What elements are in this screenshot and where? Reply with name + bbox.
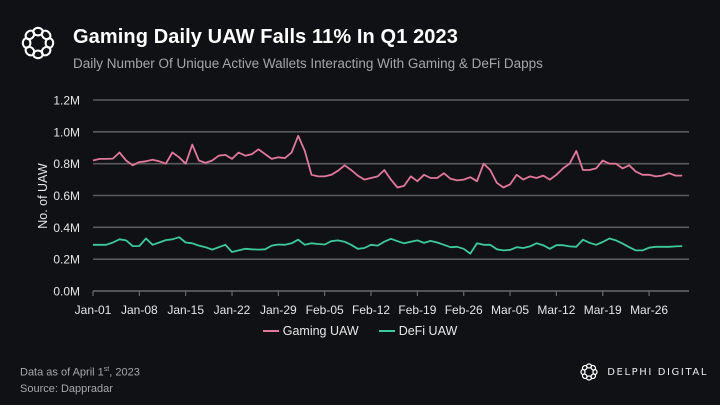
y-axis-ticks: 0.0M 0.2M 0.4M 0.6M 0.8M 1.0M 1.2M (53, 94, 80, 299)
legend-item-defi[interactable]: DeFi UAW (378, 324, 458, 338)
x-axis: Jan-01 Jan-08 Jan-15 Jan-22 Jan-29 Feb-05 Feb-… (75, 290, 689, 317)
x-tick-label: Jan-01 (75, 303, 112, 317)
legend-item-gaming[interactable]: Gaming UAW (262, 324, 359, 338)
series-lines (92, 134, 683, 255)
y-tick-label: 0.0M (53, 285, 80, 299)
x-tick-label: Jan-22 (214, 303, 251, 317)
defi-swatch (378, 330, 395, 332)
x-tick-label: Jan-15 (167, 303, 204, 317)
x-tick-label: Mar-12 (537, 303, 575, 317)
brand-logo: DELPHI DIGITAL (579, 362, 708, 382)
x-tick-label: Feb-05 (306, 303, 344, 317)
x-tick-label: Mar-26 (630, 303, 668, 317)
y-tick-label: 1.0M (53, 125, 80, 139)
legend-label-defi: DeFi UAW (398, 324, 458, 338)
legend-label-gaming: Gaming UAW (282, 324, 359, 338)
x-tick-label: Feb-19 (398, 303, 436, 317)
data-as-of: Data as of April 1st, 2023 (20, 366, 140, 379)
legend: Gaming UAW DeFi UAW (0, 324, 720, 338)
series-line-defi-uaw (93, 236, 683, 255)
y-tick-label: 0.2M (53, 253, 80, 267)
brand-name: DELPHI DIGITAL (607, 366, 708, 378)
y-axis-label: No. of UAW (36, 163, 50, 229)
series-line-gaming-uaw (92, 134, 683, 189)
delphi-knot-icon (21, 26, 55, 60)
grid-lines (93, 99, 689, 260)
y-tick-label: 0.6M (53, 189, 80, 203)
x-tick-label: Feb-12 (352, 303, 390, 317)
gaming-swatch (262, 330, 279, 332)
x-tick-label: Jan-29 (260, 303, 297, 317)
delphi-knot-icon (580, 363, 598, 381)
y-tick-label: 0.4M (53, 221, 80, 235)
chart-subtitle: Daily Number Of Unique Active Wallets In… (73, 56, 543, 71)
y-tick-label: 1.2M (53, 94, 80, 108)
x-tick-label: Jan-08 (121, 303, 158, 317)
footer-notes: Data as of April 1st, 2023 Source: Dappr… (20, 362, 140, 397)
x-tick-label: Mar-19 (584, 303, 622, 317)
chart-title: Gaming Daily UAW Falls 11% In Q1 2023 (73, 26, 458, 48)
x-tick-label: Mar-05 (491, 303, 529, 317)
data-source: Source: Dappradar (20, 382, 113, 395)
x-tick-label: Feb-26 (445, 303, 483, 317)
y-tick-label: 0.8M (53, 157, 80, 171)
